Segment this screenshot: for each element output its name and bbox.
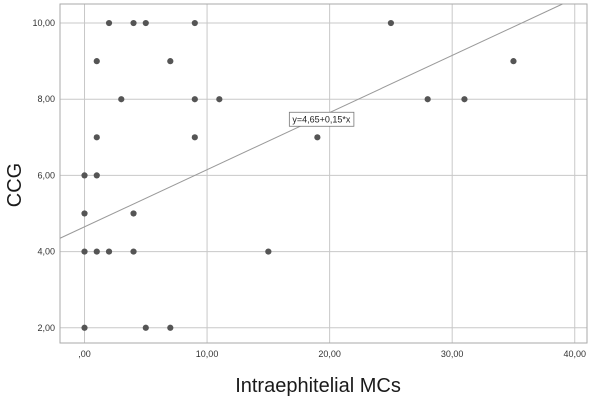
y-axis-title: CCG (4, 163, 26, 207)
data-point (167, 58, 174, 65)
x-tick-label: 20,00 (318, 349, 341, 359)
x-tick-label: 30,00 (441, 349, 464, 359)
equation-box (288, 111, 355, 127)
data-point (424, 96, 431, 103)
data-point (130, 210, 137, 217)
x-tick-label: 40,00 (563, 349, 586, 359)
data-points (81, 19, 517, 331)
tick-labels: ,00 10,00 20,00 30,00 40,00 2,00 4,00 6,00 8,00 1… (32, 18, 586, 359)
data-point (105, 248, 113, 255)
data-point (167, 324, 174, 331)
data-point (93, 172, 100, 179)
data-point (93, 134, 100, 141)
y-tick-label: 2,00 (37, 323, 55, 333)
equation-text: y=4,65+0,15*x (292, 114, 351, 124)
plot-frame (59, 3, 588, 344)
data-point (105, 19, 113, 27)
data-point (81, 324, 88, 331)
data-point (130, 248, 137, 255)
data-point (93, 248, 100, 255)
y-tick-label: 8,00 (37, 94, 55, 104)
y-tick-label: 4,00 (37, 247, 55, 257)
data-point (191, 134, 198, 141)
data-point (142, 324, 149, 331)
data-point (314, 134, 321, 141)
data-point (265, 248, 272, 255)
equation-label: y=4,65+0,15*x (288, 111, 355, 127)
x-tick-label: ,00 (78, 349, 91, 359)
data-point (142, 19, 149, 27)
data-point (118, 96, 125, 103)
data-point (81, 248, 88, 255)
data-point (81, 210, 88, 217)
data-point (510, 58, 517, 65)
data-point (93, 58, 100, 65)
data-point (461, 96, 468, 103)
data-point (81, 172, 88, 179)
data-point (191, 19, 198, 27)
data-point (130, 19, 137, 27)
x-axis-title: Intraephitelial MCs (235, 375, 401, 397)
data-point (191, 96, 198, 103)
data-point (216, 96, 223, 103)
y-tick-label: 6,00 (37, 170, 55, 180)
y-tick-label: 10,00 (32, 18, 55, 28)
data-point (387, 19, 395, 27)
x-tick-label: 10,00 (196, 349, 219, 359)
